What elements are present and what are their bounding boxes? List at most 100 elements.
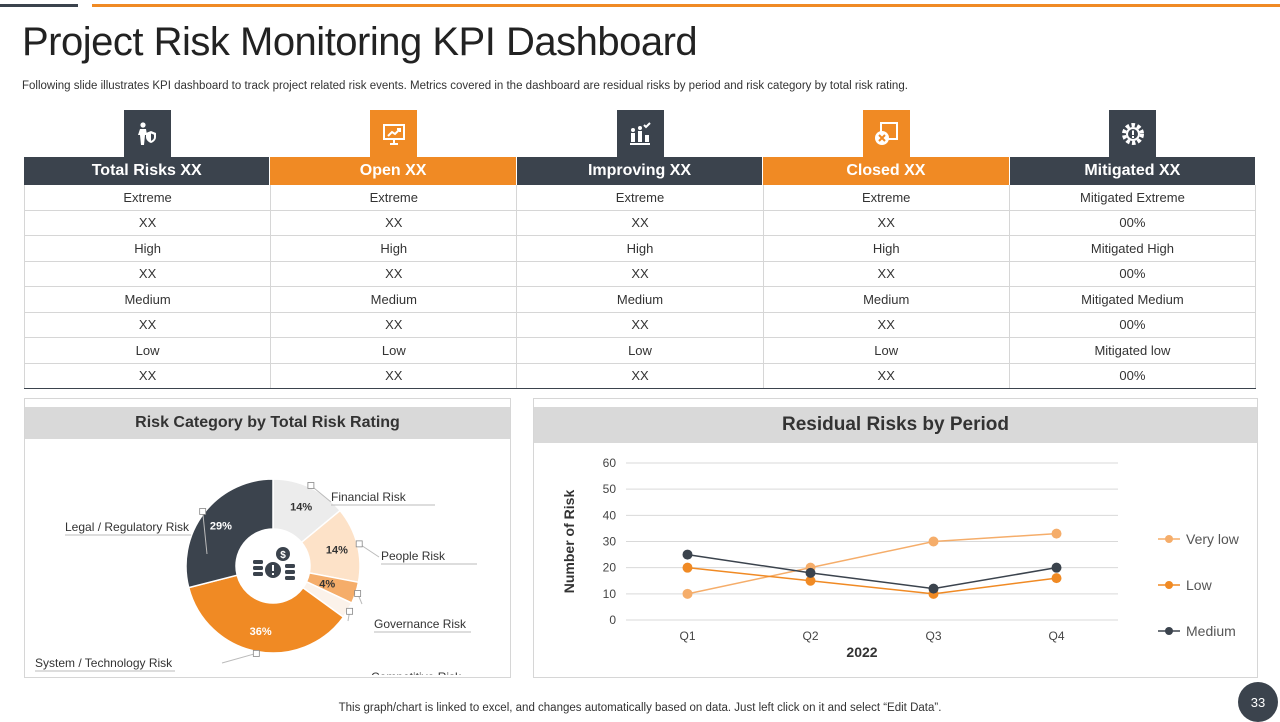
pie-value-label: 29% xyxy=(210,521,232,533)
pie-chart[interactable]: 14% Financial Risk 14% People Risk 4% Governa… xyxy=(25,439,510,686)
legend-marker xyxy=(1165,581,1173,589)
money-alert-icon: $ xyxy=(253,547,295,580)
y-tick-label: 50 xyxy=(603,482,617,496)
table-cell: Mitigated Medium xyxy=(1010,287,1257,312)
table-cell: Low xyxy=(271,338,518,363)
table-cell: 00% xyxy=(1010,312,1257,337)
table-row: XX XX XX XX 00% xyxy=(24,312,1257,338)
table-cell: Extreme xyxy=(24,185,272,210)
table-cell: High xyxy=(271,236,518,261)
legend-marker xyxy=(1165,535,1173,543)
legend-marker xyxy=(1165,627,1173,635)
pie-value-label: 14% xyxy=(326,545,348,557)
data-point[interactable] xyxy=(1051,528,1062,539)
table-cell: Mitigated High xyxy=(1010,236,1257,261)
pie-leader-marker xyxy=(252,650,260,657)
line-chart[interactable]: 0 10 20 30 40 50 60 Q1 Q2 Q3 Q4 2022 Number of Risk V… xyxy=(534,443,1257,675)
growth-figures-icon xyxy=(616,110,664,157)
table-cell: Extreme xyxy=(764,185,1010,210)
series-line[interactable] xyxy=(687,566,1057,595)
pie-category-label: System / Technology Risk xyxy=(35,656,173,670)
table-row: High High High High Mitigated High xyxy=(24,236,1257,262)
pie-slice[interactable] xyxy=(185,478,274,589)
data-point[interactable] xyxy=(805,575,816,586)
pie-leader-marker xyxy=(346,607,354,615)
table-row: XX XX XX XX 00% xyxy=(24,261,1257,287)
footer-note: This graph/chart is linked to excel, and… xyxy=(338,702,942,714)
icons-row xyxy=(24,110,1256,157)
pie-leader-marker xyxy=(354,590,362,597)
y-tick-label: 20 xyxy=(603,561,617,575)
pie-category-label: Governance Risk xyxy=(374,617,467,631)
header-open: Open XX xyxy=(270,157,517,185)
table-cell: Low xyxy=(764,338,1010,363)
line-chart-title: Residual Risks by Period xyxy=(534,407,1257,443)
pie-value-label: 14% xyxy=(290,501,312,513)
header-mitigated: Mitigated XX xyxy=(1009,157,1257,185)
icon-cell xyxy=(270,110,516,157)
table-cell: XX xyxy=(271,261,518,286)
table-cell: Medium xyxy=(24,287,272,312)
data-point[interactable] xyxy=(682,588,693,599)
y-axis-label: Number of Risk xyxy=(561,490,577,594)
closed-x-icon xyxy=(862,110,910,157)
icon-cell xyxy=(763,110,1009,157)
table-cell: XX xyxy=(517,261,764,286)
pie-slice[interactable] xyxy=(187,574,345,654)
top-accent-orange xyxy=(92,4,1280,7)
table-cell: 00% xyxy=(1010,363,1257,388)
risk-category-panel: Risk Category by Total Risk Rating 14% Fi… xyxy=(24,398,511,686)
table-header-row: Total Risks XX Open XX Improving XX Clos… xyxy=(24,157,1257,185)
top-accent-dark xyxy=(0,4,78,7)
data-point[interactable] xyxy=(928,536,939,547)
table-cell: Medium xyxy=(764,287,1010,312)
page-number: 33 xyxy=(1238,682,1278,722)
table-cell: XX xyxy=(24,210,272,235)
data-point[interactable] xyxy=(805,567,816,578)
data-point[interactable] xyxy=(682,562,693,573)
x-tick-label: Q2 xyxy=(802,629,818,643)
x-tick-label: Q4 xyxy=(1048,629,1064,643)
pie-category-label: Legal / Regulatory Risk xyxy=(65,520,190,534)
table-cell: Low xyxy=(24,338,272,363)
table-cell: XX xyxy=(764,261,1010,286)
table-cell: Medium xyxy=(517,287,764,312)
series-line[interactable] xyxy=(687,553,1057,590)
table-cell: Mitigated low xyxy=(1010,338,1257,363)
pie-leader-line xyxy=(221,652,257,664)
series-line[interactable] xyxy=(687,532,1057,595)
table-cell: 00% xyxy=(1010,210,1257,235)
table-cell: High xyxy=(24,236,272,261)
table-cell: Extreme xyxy=(517,185,764,210)
legend-label: Very low xyxy=(1186,531,1240,547)
data-point[interactable] xyxy=(1051,562,1062,573)
gear-alert-icon xyxy=(1109,110,1157,157)
table-cell: Mitigated Extreme xyxy=(1010,185,1257,210)
data-point[interactable] xyxy=(682,549,693,560)
header-total-risks: Total Risks XX xyxy=(24,157,271,185)
table-body: Extreme Extreme Extreme Extreme Mitigated Ex… xyxy=(24,185,1257,389)
residual-risks-panel: Residual Risks by Period 0 10 20 30 40 50 60 Q1… xyxy=(533,398,1258,678)
icon-cell xyxy=(517,110,763,157)
table-cell: High xyxy=(517,236,764,261)
pie-leader-line xyxy=(202,511,208,555)
kpi-table: Total Risks XX Open XX Improving XX Clos… xyxy=(24,110,1257,389)
table-cell: XX xyxy=(517,363,764,388)
pie-chart-title: Risk Category by Total Risk Rating xyxy=(25,407,510,439)
table-cell: XX xyxy=(764,363,1010,388)
table-cell: 00% xyxy=(1010,261,1257,286)
icon-cell xyxy=(1010,110,1256,157)
y-tick-label: 10 xyxy=(603,587,617,601)
table-row: XX XX XX XX 00% xyxy=(24,210,1257,236)
icon-cell xyxy=(24,110,270,157)
table-cell: XX xyxy=(271,312,518,337)
hand-shield-icon xyxy=(123,110,171,157)
legend-label: Medium xyxy=(1186,623,1236,639)
presentation-chart-icon xyxy=(370,110,418,157)
data-point[interactable] xyxy=(928,583,939,594)
y-tick-label: 40 xyxy=(603,508,617,522)
table-row: Medium Medium Medium Medium Mitigated Medium xyxy=(24,287,1257,313)
header-closed: Closed XX xyxy=(763,157,1010,185)
data-point[interactable] xyxy=(1051,573,1062,584)
table-cell: Extreme xyxy=(271,185,518,210)
